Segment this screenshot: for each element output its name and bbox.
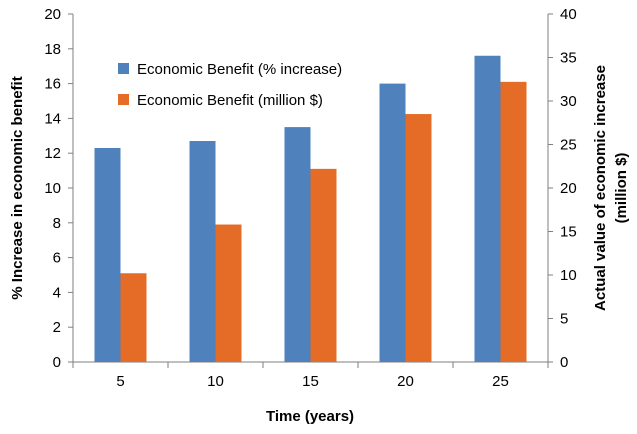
legend-swatch-percent xyxy=(118,63,129,74)
y2-tick-label: 40 xyxy=(560,6,577,23)
y-tick-label: 14 xyxy=(44,110,61,127)
bar-percent-increase xyxy=(189,141,216,362)
y-tick-label: 6 xyxy=(53,250,61,267)
x-tick-label: 20 xyxy=(397,373,414,390)
legend-label-million: Economic Benefit (million $) xyxy=(137,92,323,109)
y2-axis-title-line1: Actual value of economic increase xyxy=(592,65,609,311)
legend-swatch-million xyxy=(118,94,129,105)
y-tick-label: 0 xyxy=(53,354,61,371)
y-tick-label: 2 xyxy=(53,319,61,336)
y-tick-label: 16 xyxy=(44,76,61,93)
legend: Economic Benefit (% increase) Economic B… xyxy=(118,61,342,109)
y-tick-label: 10 xyxy=(44,180,61,197)
y2-tick-label: 5 xyxy=(560,311,568,328)
x-tick-label: 5 xyxy=(116,373,124,390)
y-tick-label: 18 xyxy=(44,41,61,58)
y2-tick-label: 20 xyxy=(560,180,577,197)
bars xyxy=(94,55,527,363)
legend-label-percent: Economic Benefit (% increase) xyxy=(137,61,342,78)
y2-tick-label: 15 xyxy=(560,224,577,241)
y-tick-label: 12 xyxy=(44,145,61,162)
y2-tick-label: 0 xyxy=(560,354,568,371)
x-tick-label: 15 xyxy=(302,373,319,390)
x-tick-label: 25 xyxy=(492,373,509,390)
y-tick-label: 20 xyxy=(44,6,61,23)
bar-percent-increase xyxy=(94,147,121,362)
x-axis-title: Time (years) xyxy=(266,408,354,425)
y2-tick-label: 25 xyxy=(560,137,577,154)
bar-million-dollars xyxy=(310,168,337,362)
y2-axis-title-line2: (million $) xyxy=(613,153,630,224)
bar-percent-increase xyxy=(284,127,311,362)
y2-tick-label: 30 xyxy=(560,93,577,110)
bar-million-dollars xyxy=(405,114,432,362)
bar-million-dollars xyxy=(215,224,242,362)
bar-million-dollars xyxy=(500,81,527,363)
bar-percent-increase xyxy=(379,83,406,362)
x-tick-label: 10 xyxy=(207,373,224,390)
y2-tick-label: 35 xyxy=(560,50,577,67)
bar-percent-increase xyxy=(474,55,501,362)
ticks: 0 2 4 6 8 10 12 14 16 18 20 0 5 10 15 20 25 30 35 40 5 10 15 20… xyxy=(44,6,576,390)
y-axis-title: % Increase in economic benefit xyxy=(9,76,26,299)
y-tick-label: 4 xyxy=(53,284,61,301)
bar-million-dollars xyxy=(120,273,147,362)
y2-tick-label: 10 xyxy=(560,267,577,284)
y-tick-label: 8 xyxy=(53,215,61,232)
